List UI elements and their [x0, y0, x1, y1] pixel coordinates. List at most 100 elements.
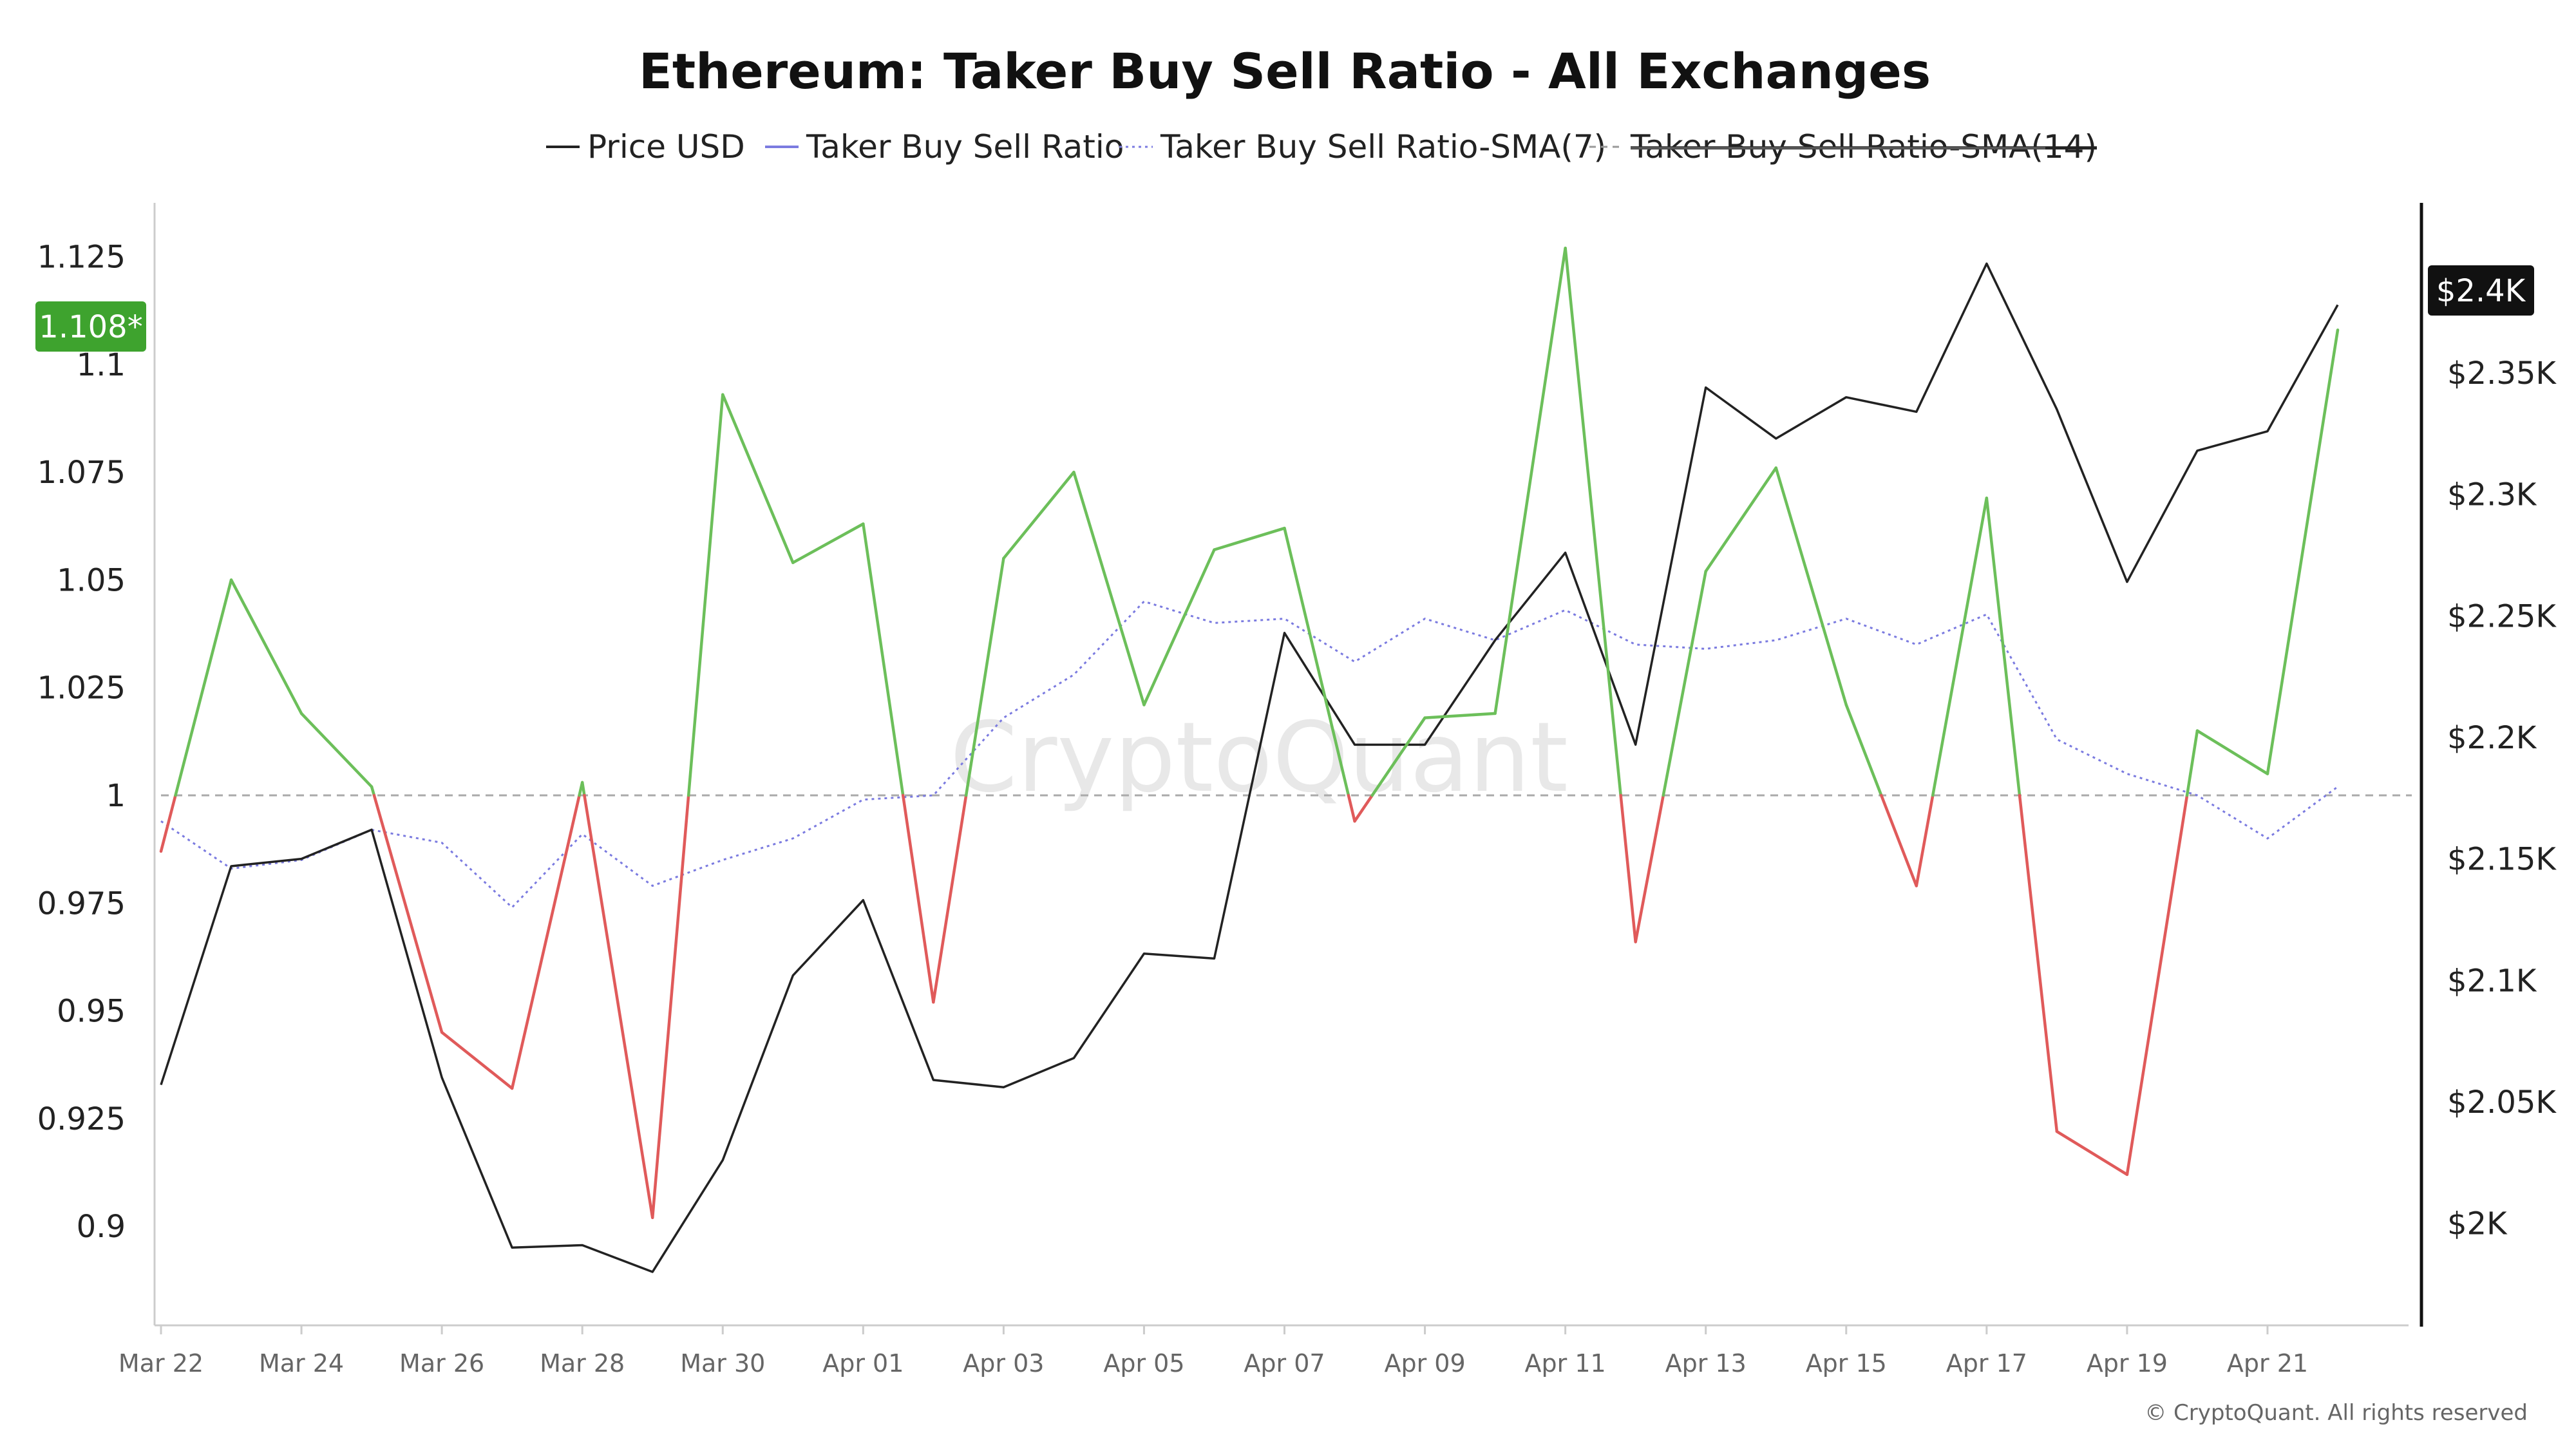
left-tick-label: 1.025	[37, 670, 126, 706]
x-tick-label: Apr 01	[822, 1349, 904, 1378]
chart-title: Ethereum: Taker Buy Sell Ratio - All Exc…	[639, 43, 1931, 100]
x-tick-label: Apr 15	[1806, 1349, 1887, 1378]
ratio-segment-above	[721, 393, 795, 564]
ratio-segment-above	[2185, 729, 2199, 797]
right-tick-label: $2.3K	[2447, 477, 2537, 513]
ratio-segment-above	[687, 393, 724, 797]
right-tick-label: $2.05K	[2447, 1084, 2557, 1121]
left-tick-label: 1.05	[57, 562, 126, 598]
ratio-segment-below	[1915, 793, 1935, 887]
x-tick-label: Mar 30	[680, 1349, 765, 1378]
right-tick-label: $2.2K	[2447, 720, 2537, 756]
badge-left-current-ratio: 1.108*	[35, 301, 146, 352]
ratio-segment-below	[2055, 1130, 2129, 1177]
x-tick-label: Mar 24	[259, 1349, 344, 1378]
x-tick-label: Apr 21	[2227, 1349, 2308, 1378]
legend: Price USD Taker Buy Sell Ratio Taker Buy…	[546, 128, 2097, 166]
x-tick-label: Apr 17	[1946, 1349, 2027, 1378]
legend-item-sma7[interactable]: Taker Buy Sell Ratio-SMA(7)	[1119, 128, 1606, 166]
legend-label-ratio: Taker Buy Sell Ratio	[806, 128, 1124, 166]
right-tick-label: $2.15K	[2447, 842, 2557, 878]
left-tick-label: 0.975	[37, 886, 126, 922]
x-tick-label: Apr 03	[963, 1349, 1044, 1378]
legend-label-sma7: Taker Buy Sell Ratio-SMA(7)	[1160, 128, 1606, 166]
ratio-segment-above	[1002, 470, 1075, 560]
left-tick-label: 1.075	[37, 455, 126, 491]
ratio-segment-below	[583, 793, 654, 1219]
ratio-segment-above	[2195, 729, 2269, 775]
x-tick-label: Mar 26	[399, 1349, 484, 1378]
ratio-segment-below	[372, 793, 444, 1034]
legend-label-price: Price USD	[587, 128, 745, 166]
sma7-line	[160, 600, 2338, 909]
ratio-segment-below	[1634, 793, 1665, 943]
ratio-segment-above	[1370, 716, 1426, 797]
x-tick-label: Mar 22	[118, 1349, 204, 1378]
ratio-segment-above	[299, 712, 374, 788]
x-tick-label: Apr 09	[1384, 1349, 1465, 1378]
badge-right-current-price: $2.4K	[2428, 265, 2534, 316]
ratio-segment-below	[2125, 793, 2189, 1177]
right-tick-label: $2.1K	[2447, 963, 2537, 999]
x-tick-label: Apr 13	[1665, 1349, 1747, 1378]
ratio-segment-above	[2266, 328, 2340, 775]
copyright: © CryptoQuant. All rights reserved	[2145, 1400, 2528, 1426]
ratio-segment-above	[1844, 703, 1883, 797]
left-tick-label: 0.925	[37, 1101, 126, 1137]
price-series	[160, 262, 2339, 1273]
ratio-segment-below	[1347, 793, 1356, 823]
ratio-segment-above	[1072, 470, 1146, 706]
ratio-segment-above	[1985, 497, 2022, 797]
right-tick-label: $2.35K	[2447, 355, 2557, 392]
ratio-segment-below	[2018, 793, 2059, 1133]
ratio-segment-below	[159, 793, 177, 853]
ratio-segment-above	[791, 522, 865, 564]
ratio-segment-below	[1353, 793, 1374, 823]
ratio-segment-below	[440, 1030, 514, 1090]
badge-left-bg	[35, 301, 146, 352]
watermark: CryptoQuant	[950, 702, 1568, 814]
badge-left-text: 1.108*	[39, 309, 142, 345]
ratio-segment-above	[1931, 497, 1989, 797]
x-tick-label: Apr 05	[1103, 1349, 1184, 1378]
ratio-segment-above	[1423, 712, 1497, 719]
ratio-segment-below	[901, 793, 935, 1004]
ratio-segment-below	[510, 793, 581, 1090]
ratio-segment-above	[862, 522, 905, 797]
ratio-segment-below	[1880, 793, 1918, 887]
ratio-segment-above	[1493, 247, 1567, 715]
left-tick-label: 1.1	[77, 347, 126, 383]
legend-item-sma14[interactable]: Taker Buy Sell Ratio-SMA(14)	[1589, 128, 2097, 166]
ratio-segment-above	[1564, 247, 1622, 797]
badge-right-text: $2.4K	[2436, 273, 2526, 309]
legend-item-price[interactable]: Price USD	[546, 128, 745, 166]
ratio-segment-below	[1619, 793, 1637, 943]
ratio-segment-above	[580, 781, 586, 797]
ratio-segment-above	[1774, 466, 1848, 706]
ratio-segment-above	[964, 556, 1005, 797]
x-axis-ticks: Mar 22 Mar 24 Mar 26 Mar 28 Mar 30 Apr 01 Apr …	[118, 1325, 2308, 1378]
x-tick-label: Apr 19	[2087, 1349, 2168, 1378]
ratio-segment-above	[1142, 548, 1216, 706]
left-tick-label: 1.125	[37, 240, 126, 276]
ratio-segment-above	[174, 578, 233, 797]
ratio-series	[159, 247, 2340, 1219]
ratio-segment-above	[229, 578, 303, 715]
right-tick-label: $2.25K	[2447, 598, 2557, 634]
ratio-segment-above	[1213, 526, 1286, 551]
x-tick-label: Mar 28	[540, 1349, 625, 1378]
left-axis-ticks: 0.9 0.925 0.95 0.975 1 1.025 1.05 1.075 1.1 1.125	[37, 240, 126, 1245]
ratio-segment-below	[650, 793, 690, 1219]
badge-right-bg	[2428, 265, 2534, 316]
right-axis-ticks: $2K $2.05K $2.1K $2.15K $2.2K $2.25K $2.3K $2.3…	[2447, 355, 2557, 1242]
ratio-segment-above	[1704, 466, 1777, 573]
x-tick-label: Apr 11	[1525, 1349, 1606, 1378]
ratio-segment-above	[370, 785, 376, 797]
price-line	[160, 262, 2339, 1273]
ratio-segment-above	[1283, 526, 1350, 797]
right-tick-label: $2K	[2447, 1206, 2508, 1242]
legend-item-ratio[interactable]: Taker Buy Sell Ratio	[765, 128, 1124, 166]
ratio-segment-below	[932, 793, 968, 1004]
